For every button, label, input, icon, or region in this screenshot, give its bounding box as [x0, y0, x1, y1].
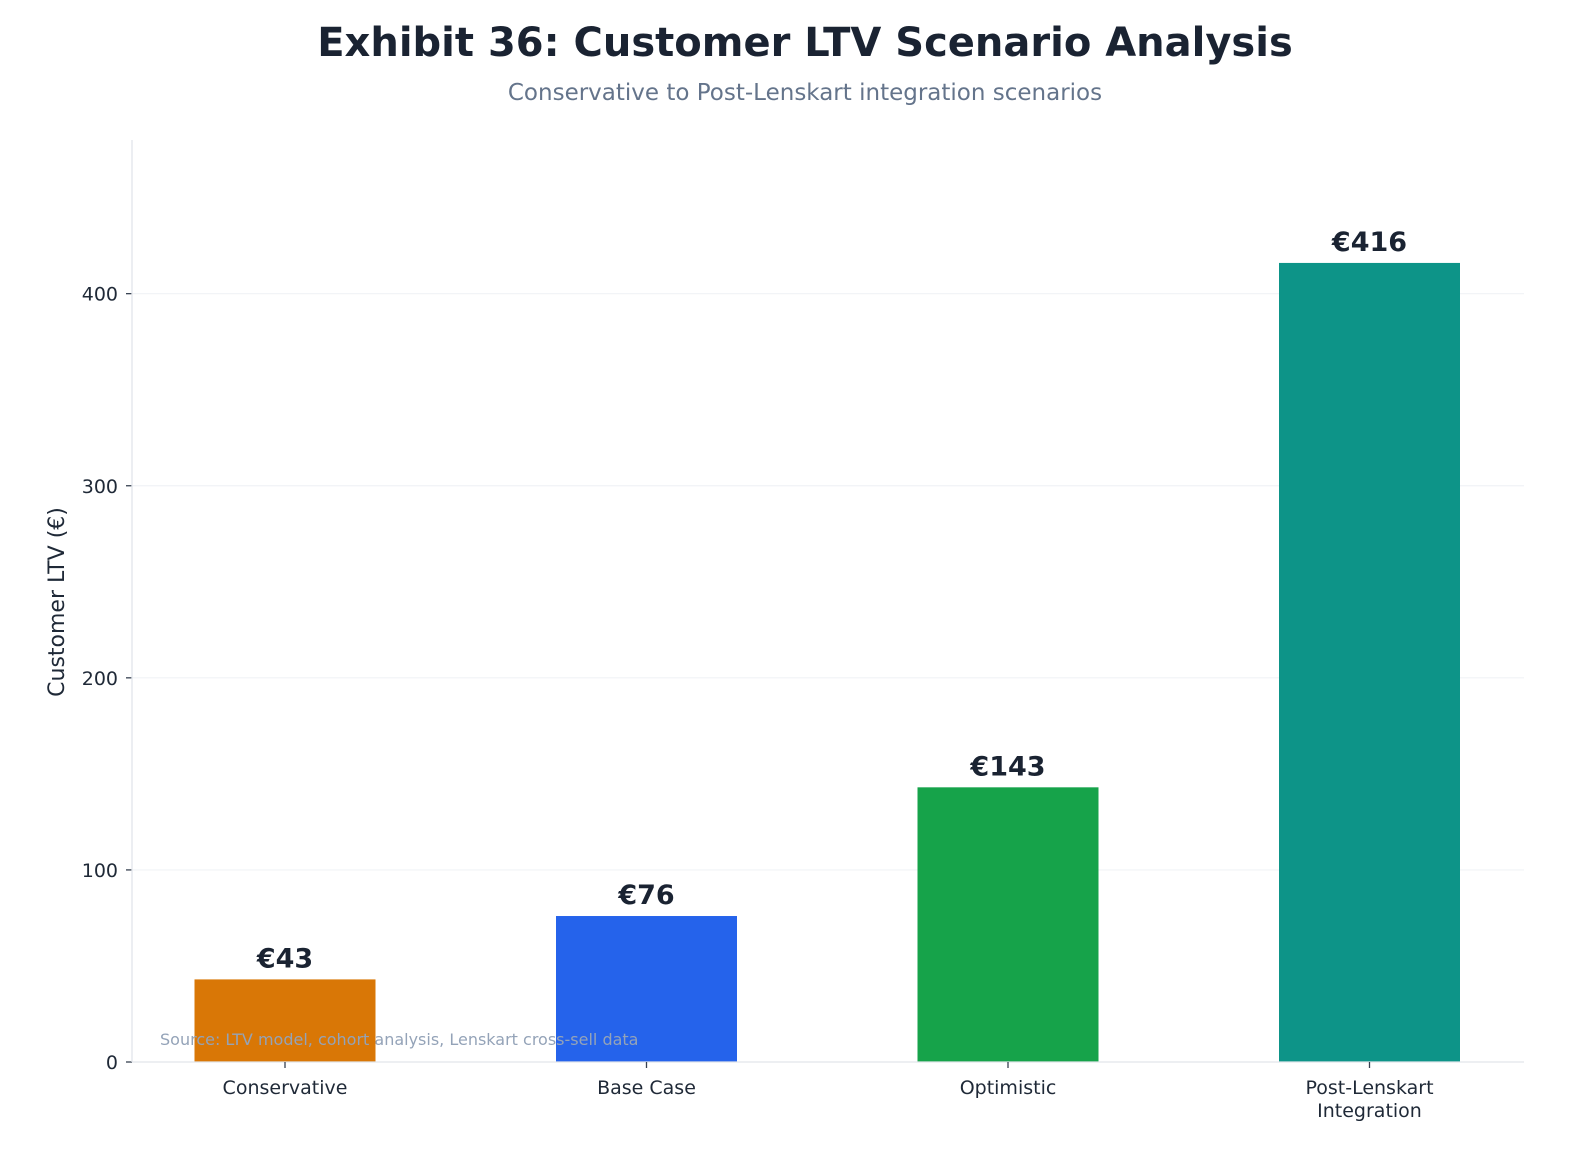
y-tick-label: 300	[82, 476, 118, 498]
chart-subtitle: Conservative to Post-Lenskart integratio…	[508, 80, 1102, 106]
y-axis-label: Customer LTV (€)	[45, 507, 70, 697]
data-label: €76	[617, 880, 674, 911]
y-tick-label: 400	[82, 284, 118, 306]
bar	[1279, 262, 1460, 1062]
bar	[194, 979, 376, 1062]
x-tick-label: Post-Lenskart Integration	[1305, 1077, 1433, 1122]
bars: €43 €76 €143 €416	[194, 227, 1460, 1062]
x-tick-label: Base Case	[597, 1077, 696, 1099]
y-tick-label: 100	[82, 860, 118, 882]
x-tick-label: Optimistic	[960, 1077, 1057, 1099]
y-tick-label: 0	[106, 1052, 118, 1074]
x-tick-label: Conservative	[223, 1077, 348, 1099]
bar	[917, 787, 1099, 1062]
chart-title: Exhibit 36: Customer LTV Scenario Analys…	[317, 20, 1293, 66]
data-label: €416	[1331, 227, 1407, 258]
axes: 0 100 200 300 400 Conservative Base Case Optimi…	[82, 140, 1524, 1122]
source-note: Source: LTV model, cohort analysis, Lens…	[160, 1030, 638, 1049]
y-tick-label: 200	[82, 668, 118, 690]
data-label: €43	[256, 943, 313, 974]
bar	[556, 916, 737, 1062]
data-label: €143	[969, 751, 1045, 782]
